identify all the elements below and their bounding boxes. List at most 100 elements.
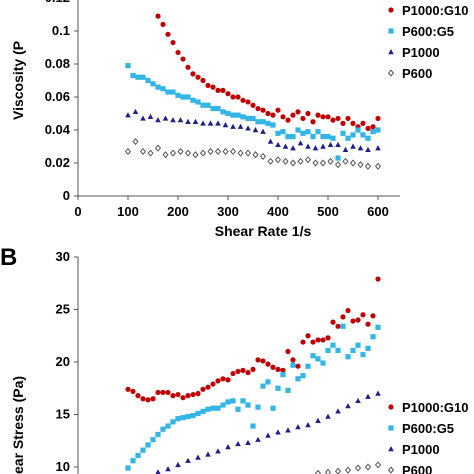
data-point [335,408,341,414]
data-point [310,119,316,125]
data-point [355,342,361,348]
data-point [165,389,171,396]
data-point [170,39,176,46]
data-point [342,157,349,165]
data-point [360,120,366,126]
data-point [230,123,236,129]
data-point [162,151,169,159]
data-point [315,112,321,118]
data-point [230,398,236,404]
y-tick-label: 15 [56,407,70,422]
data-point [245,439,251,446]
legend-label: P600 [402,463,432,474]
data-point [255,105,261,112]
chart-a-points [124,13,382,170]
chart-b: B ear Stress (Pa) 10 15 20 25 30 P1000:G10 P6… [0,244,469,474]
data-point [200,386,206,392]
data-point [235,368,241,375]
data-point [334,161,342,169]
data-point [184,149,192,157]
data-point [165,31,171,37]
data-point [289,159,297,167]
y-tick-label: 0.06 [45,89,70,104]
data-point [245,125,251,131]
data-point [185,64,191,70]
data-point [319,159,327,167]
legend-label: P1000 [402,45,440,60]
data-point [150,396,156,402]
data-point [350,143,356,149]
data-point [265,379,271,385]
data-point [360,132,366,138]
legend-marker [388,404,394,410]
data-point [364,463,372,471]
legend-marker [388,7,394,13]
data-point [350,347,356,354]
data-point [155,84,161,90]
data-point [340,323,346,329]
data-point [320,360,326,366]
data-point [235,112,241,118]
data-point [155,117,161,123]
data-point [267,138,274,144]
data-point [180,94,186,100]
data-point [195,74,201,80]
x-tick-label: 600 [367,204,389,219]
data-point [370,313,376,319]
data-point [160,426,166,432]
data-point [305,110,311,117]
data-point [350,318,356,324]
data-point [315,356,321,362]
data-point [185,414,191,420]
data-point [365,393,371,399]
data-point [250,366,256,372]
data-point [145,442,151,448]
data-point [265,432,271,438]
data-point [345,115,351,122]
data-point [225,377,231,383]
data-point [255,436,261,442]
data-point [215,405,221,411]
data-point [320,337,326,343]
data-point [240,97,246,103]
data-point [185,118,191,124]
data-point [139,147,147,156]
data-point [335,141,341,148]
data-point [190,71,196,77]
data-point [230,370,236,377]
data-point [147,113,154,119]
data-point [155,469,161,474]
data-point [290,145,296,151]
data-point [305,143,311,149]
data-point [282,143,289,149]
data-point [305,129,311,135]
data-point [230,94,236,100]
data-point [230,112,236,118]
legend-label: P1000:G10 [402,400,469,415]
data-point [200,102,206,108]
chart-b-panel-letter: B [0,244,17,271]
data-point [290,357,296,363]
chart-b-points [125,276,382,474]
data-point [185,393,191,399]
data-point [300,130,306,136]
data-point [310,134,316,140]
data-point [330,342,336,348]
data-point [375,145,381,151]
data-point [192,118,199,124]
data-point [327,141,334,148]
chart-a-y-ticks: 0 0.02 0.04 0.06 0.08 0.1 0.12 [45,0,78,203]
data-point [260,358,266,364]
data-point [207,120,214,126]
data-point [175,416,181,422]
data-point [140,74,146,80]
data-point [252,151,259,159]
x-tick-label: 300 [217,204,239,219]
data-point [355,317,361,323]
data-point [147,149,154,157]
data-point [282,157,289,165]
data-point [190,97,196,103]
data-point [370,129,376,135]
data-point [335,323,341,329]
data-point [200,408,206,414]
